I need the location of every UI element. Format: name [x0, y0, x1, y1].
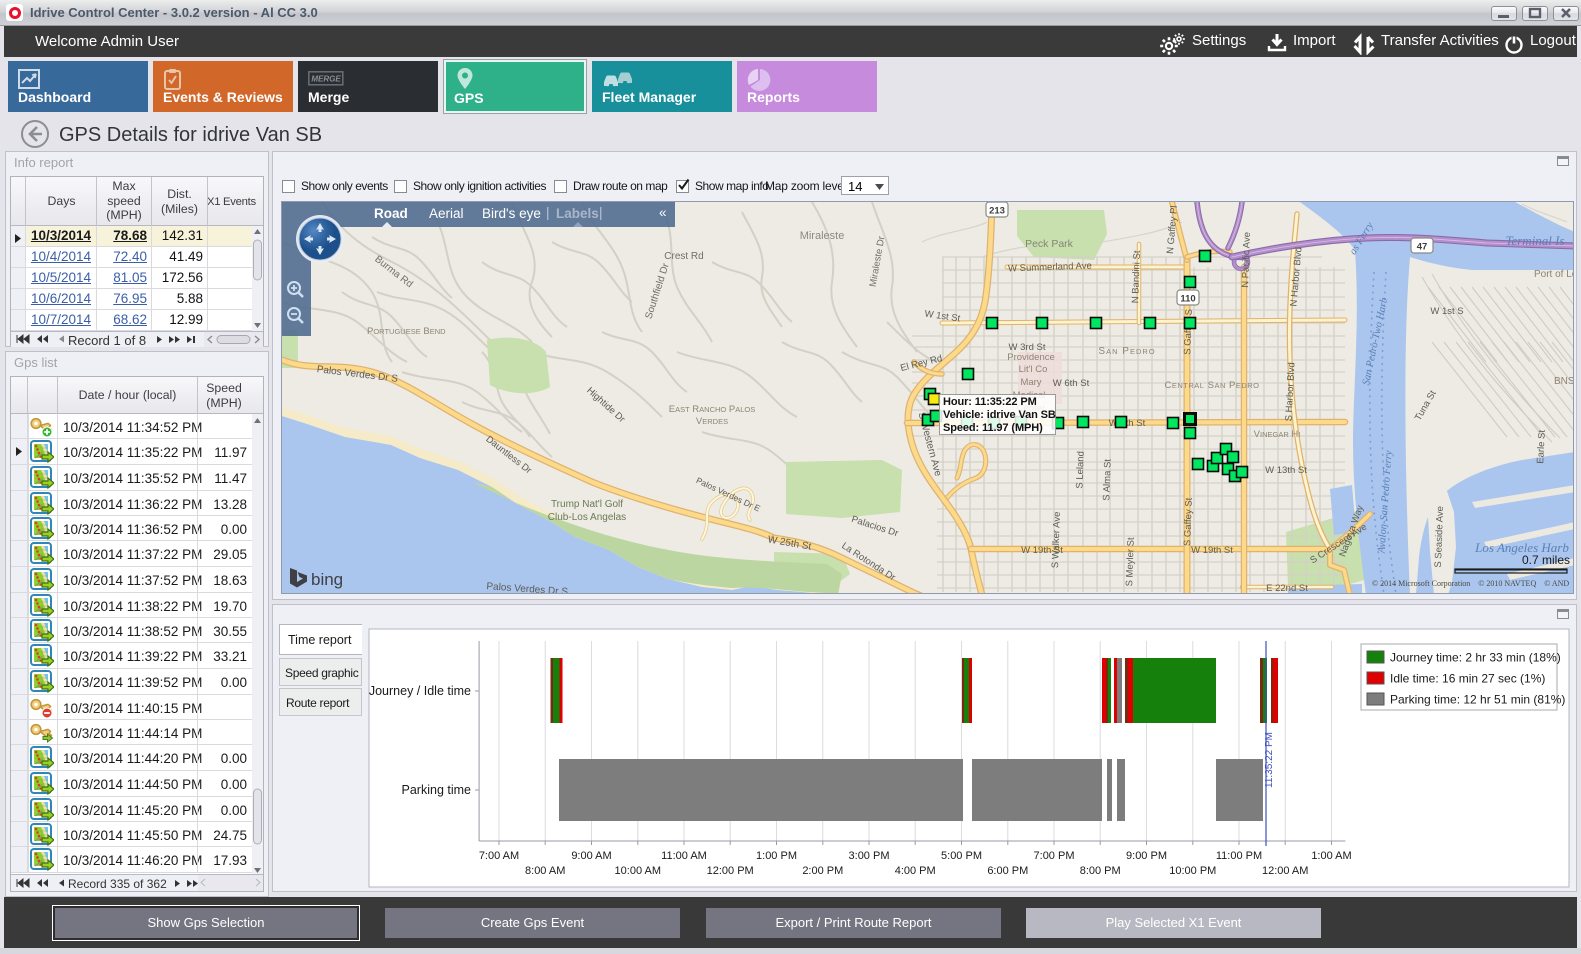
svg-text:Journey / Idle time: Journey / Idle time: [369, 684, 471, 698]
svg-text:Port of Los Angel: Port of Los Angel: [1534, 269, 1574, 280]
svg-text:1:00 PM: 1:00 PM: [756, 850, 797, 862]
svg-text:Miraleste: Miraleste: [800, 230, 845, 242]
svg-text:Trump Nat'l Golf: Trump Nat'l Golf: [551, 499, 623, 510]
svg-text:W Summerland Ave: W Summerland Ave: [1008, 261, 1092, 275]
svg-text:W 1st St: W 1st St: [924, 309, 961, 325]
svg-text:S Gaffey St: S Gaffey St: [1182, 497, 1195, 546]
svg-text:Terminal Is: Terminal Is: [1505, 233, 1564, 248]
svg-text:6:00 PM: 6:00 PM: [987, 865, 1028, 877]
svg-text:© 2014 Microsoft Corporation: © 2014 Microsoft Corporation © 2010 NAVT…: [1372, 579, 1569, 588]
svg-text:W 6th St: W 6th St: [1053, 378, 1090, 389]
svg-text:Parking time: Parking time: [402, 783, 472, 797]
svg-text:3:00 PM: 3:00 PM: [849, 850, 890, 862]
svg-text:9:00 PM: 9:00 PM: [1126, 850, 1167, 862]
svg-text:N Harbor Blvd: N Harbor Blvd: [1288, 247, 1304, 307]
svg-text:47: 47: [1417, 242, 1428, 253]
svg-text:8:00 AM: 8:00 AM: [525, 865, 565, 877]
svg-text:Idle time: 16 min 27 sec (1%): Idle time: 16 min 27 sec (1%): [1390, 672, 1545, 686]
svg-text:W 19th St: W 19th St: [1191, 545, 1233, 556]
svg-text:Los Angeles Harb: Los Angeles Harb: [1474, 540, 1569, 555]
svg-text:S Alma St: S Alma St: [1101, 459, 1113, 501]
svg-text:Club-Los Angelas: Club-Los Angelas: [548, 512, 626, 523]
svg-text:MERGE: MERGE: [311, 75, 341, 84]
svg-text:12:00 AM: 12:00 AM: [1262, 865, 1308, 877]
svg-text:W 13th St: W 13th St: [1265, 465, 1307, 476]
svg-text:N Gaffey Pl: N Gaffey Pl: [1165, 205, 1180, 254]
svg-text:1:00 AM: 1:00 AM: [1311, 850, 1351, 862]
svg-text:11:00 AM: 11:00 AM: [661, 850, 707, 862]
svg-text:W 19th St: W 19th St: [1021, 545, 1063, 556]
svg-text:N Pacific Ave: N Pacific Ave: [1240, 232, 1253, 288]
svg-text:9:00 AM: 9:00 AM: [571, 850, 611, 862]
svg-text:N Bandini St: N Bandini St: [1130, 250, 1143, 304]
svg-text:Lit'l Co: Lit'l Co: [1019, 364, 1048, 375]
svg-text:Peck Park: Peck Park: [1025, 238, 1074, 250]
svg-text:Earle St: Earle St: [1535, 429, 1548, 464]
svg-text:11:35:22 PM: 11:35:22 PM: [1264, 732, 1275, 788]
svg-text:BNSF-Port: BNSF-Port: [1554, 376, 1574, 387]
svg-text:E 22nd St: E 22nd St: [1266, 583, 1308, 594]
svg-text:VINEGAR HI: VINEGAR HI: [1254, 429, 1301, 440]
svg-text:Mary: Mary: [1020, 377, 1041, 388]
svg-text:S Walker Ave: S Walker Ave: [1050, 511, 1063, 568]
svg-text:Crest Rd: Crest Rd: [664, 251, 703, 262]
svg-text:7:00 AM: 7:00 AM: [479, 850, 519, 862]
svg-text:S Leland: S Leland: [1074, 451, 1086, 489]
svg-text:10:00 AM: 10:00 AM: [615, 865, 661, 877]
svg-text:11:00 PM: 11:00 PM: [1216, 850, 1262, 862]
svg-text:Providence: Providence: [1007, 352, 1055, 363]
svg-text:S Seaside Ave: S Seaside Ave: [1433, 506, 1446, 568]
svg-text:EAST RANCHO PALOS: EAST RANCHO PALOS: [669, 404, 756, 415]
svg-text:12:00 PM: 12:00 PM: [707, 865, 754, 877]
svg-text:110: 110: [1180, 294, 1195, 305]
svg-text:7:00 PM: 7:00 PM: [1034, 850, 1075, 862]
svg-text:5:00 PM: 5:00 PM: [941, 850, 982, 862]
svg-text:S Harbor Blvd: S Harbor Blvd: [1283, 362, 1297, 422]
svg-text:CENTRAL SAN PEDRO: CENTRAL SAN PEDRO: [1164, 380, 1259, 391]
svg-text:W 3rd St: W 3rd St: [1009, 342, 1046, 353]
svg-text:VERDES: VERDES: [696, 416, 728, 427]
svg-text:8:00 PM: 8:00 PM: [1080, 865, 1121, 877]
svg-text:Palos Verdes Dr S: Palos Verdes Dr S: [486, 581, 569, 594]
svg-text:bing: bing: [311, 570, 343, 589]
svg-text:2:00 PM: 2:00 PM: [802, 865, 843, 877]
svg-text:Parking time: 12 hr 51 min (81: Parking time: 12 hr 51 min (81%): [1390, 693, 1565, 707]
svg-text:W 1st S: W 1st S: [1430, 306, 1463, 317]
svg-text:213: 213: [989, 206, 1005, 217]
svg-text:0.7 miles: 0.7 miles: [1522, 553, 1570, 567]
svg-text:4:00 PM: 4:00 PM: [895, 865, 936, 877]
svg-text:SAN PEDRO: SAN PEDRO: [1098, 346, 1155, 357]
svg-text:10:00 PM: 10:00 PM: [1169, 865, 1216, 877]
svg-text:PORTUGUESE BEND: PORTUGUESE BEND: [367, 326, 446, 337]
svg-text:S Meyler St: S Meyler St: [1124, 537, 1137, 587]
svg-text:Journey time: 2 hr 33 min (18%: Journey time: 2 hr 33 min (18%): [1390, 651, 1561, 665]
svg-text:S Gaffey S: S Gaffey S: [1182, 309, 1195, 355]
